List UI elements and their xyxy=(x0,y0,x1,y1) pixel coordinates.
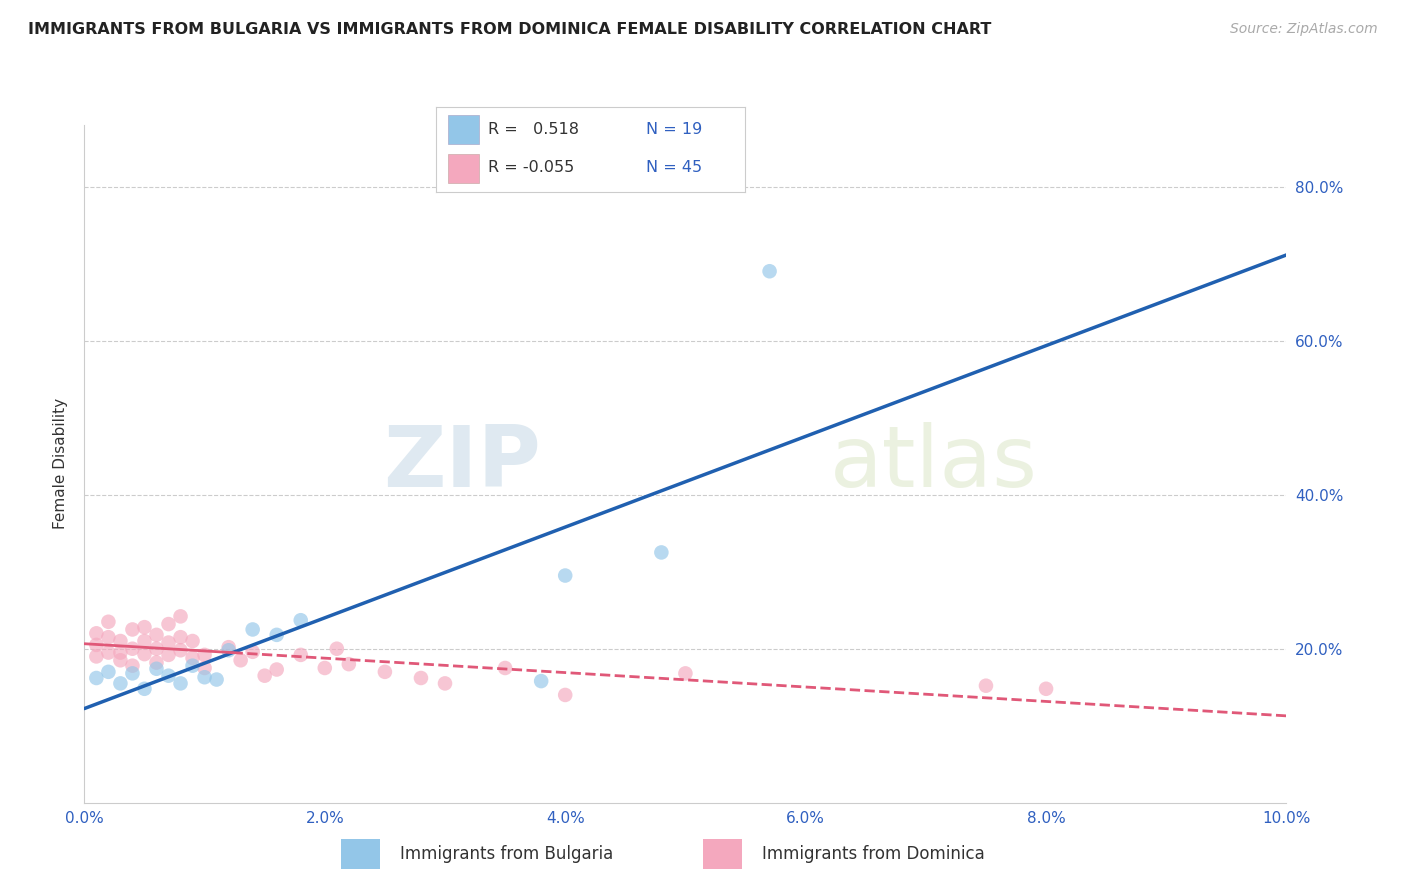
Point xyxy=(374,665,396,679)
Point xyxy=(121,658,143,673)
Point xyxy=(554,688,576,702)
Point xyxy=(97,665,120,679)
Point xyxy=(145,656,167,670)
Point xyxy=(134,634,156,648)
Text: IMMIGRANTS FROM BULGARIA VS IMMIGRANTS FROM DOMINICA FEMALE DISABILITY CORRELATI: IMMIGRANTS FROM BULGARIA VS IMMIGRANTS F… xyxy=(28,22,991,37)
Point xyxy=(974,679,997,693)
Text: ZIP: ZIP xyxy=(384,422,541,506)
Point xyxy=(290,613,312,627)
Point xyxy=(145,641,167,656)
Point xyxy=(194,670,217,684)
Point xyxy=(194,648,217,662)
Point xyxy=(266,663,288,677)
Point xyxy=(169,630,191,644)
Point xyxy=(110,634,132,648)
Point xyxy=(530,674,553,689)
Point xyxy=(86,671,108,685)
Point xyxy=(86,626,108,640)
Point xyxy=(145,628,167,642)
Point xyxy=(121,666,143,681)
Point xyxy=(337,657,360,672)
Point xyxy=(110,653,132,667)
Text: N = 45: N = 45 xyxy=(647,161,703,175)
Point xyxy=(110,646,132,660)
Bar xyxy=(703,839,742,869)
Point xyxy=(157,669,180,683)
Point xyxy=(181,658,204,673)
Point xyxy=(169,676,191,690)
Point xyxy=(758,264,780,278)
Text: N = 19: N = 19 xyxy=(647,122,703,137)
Bar xyxy=(449,153,479,183)
Bar xyxy=(340,839,380,869)
Point xyxy=(290,648,312,662)
Text: Immigrants from Dominica: Immigrants from Dominica xyxy=(762,845,984,863)
Text: R =   0.518: R = 0.518 xyxy=(488,122,579,137)
Bar xyxy=(449,115,479,145)
Point xyxy=(169,609,191,624)
Text: R = -0.055: R = -0.055 xyxy=(488,161,575,175)
Point xyxy=(242,623,264,637)
Point xyxy=(194,661,217,675)
Point xyxy=(229,653,252,667)
Point xyxy=(314,661,336,675)
Point xyxy=(134,620,156,634)
Y-axis label: Female Disability: Female Disability xyxy=(53,398,69,530)
Point xyxy=(121,641,143,656)
Point xyxy=(1035,681,1057,696)
Point xyxy=(205,673,228,687)
Point xyxy=(134,681,156,696)
Point xyxy=(110,676,132,690)
Point xyxy=(494,661,516,675)
Point xyxy=(218,640,240,655)
Point xyxy=(650,545,672,559)
Point xyxy=(181,634,204,648)
Point xyxy=(169,643,191,657)
Point xyxy=(218,643,240,657)
Point xyxy=(554,568,576,582)
Point xyxy=(409,671,432,685)
Point xyxy=(266,628,288,642)
Point xyxy=(86,649,108,664)
Point xyxy=(326,641,349,656)
Point xyxy=(97,615,120,629)
Text: atlas: atlas xyxy=(830,422,1038,506)
Point xyxy=(434,676,457,690)
Point xyxy=(181,651,204,665)
Point xyxy=(134,647,156,661)
Point xyxy=(97,646,120,660)
Point xyxy=(86,638,108,652)
Point xyxy=(157,635,180,649)
Point xyxy=(97,630,120,644)
Point xyxy=(242,645,264,659)
Point xyxy=(675,666,697,681)
Text: Source: ZipAtlas.com: Source: ZipAtlas.com xyxy=(1230,22,1378,37)
Point xyxy=(253,669,276,683)
Text: Immigrants from Bulgaria: Immigrants from Bulgaria xyxy=(399,845,613,863)
Point xyxy=(121,623,143,637)
Point xyxy=(157,648,180,662)
Point xyxy=(157,617,180,632)
Point xyxy=(145,662,167,676)
